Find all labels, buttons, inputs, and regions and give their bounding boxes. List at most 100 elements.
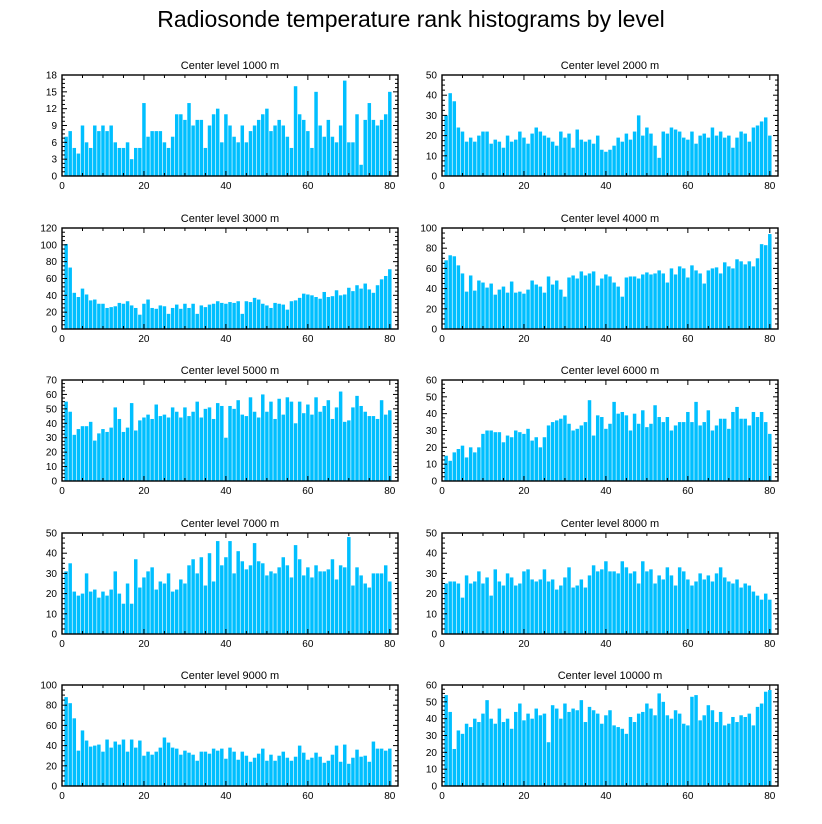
bar — [485, 430, 489, 481]
bar — [731, 716, 735, 786]
y-tick-label: 40 — [426, 549, 438, 560]
bar — [550, 705, 555, 786]
bar — [64, 401, 68, 481]
bar — [375, 125, 380, 176]
bar — [530, 280, 534, 329]
y-tick-label: 30 — [46, 569, 58, 580]
bar — [706, 137, 711, 176]
y-tick-label: 50 — [426, 392, 438, 403]
bar — [244, 142, 249, 176]
x-tick-label: 20 — [518, 181, 530, 192]
bar — [80, 125, 85, 176]
x-tick-label: 40 — [220, 334, 232, 345]
bar — [710, 581, 715, 634]
bar — [134, 147, 138, 176]
panel-title: Center level 4000 m — [561, 213, 659, 225]
bar — [747, 425, 752, 481]
bar — [759, 121, 764, 176]
bar — [690, 265, 694, 329]
bar — [460, 445, 465, 481]
bar — [587, 139, 592, 176]
bar — [653, 145, 657, 176]
bar — [232, 302, 236, 329]
bar — [277, 303, 281, 329]
bar — [497, 141, 502, 176]
bar — [473, 141, 477, 176]
bar — [252, 125, 257, 176]
x-tick-label: 20 — [138, 334, 150, 345]
y-tick-label: 50 — [46, 404, 58, 415]
bar — [649, 569, 653, 634]
bar — [174, 304, 179, 329]
bar — [542, 569, 547, 634]
x-tick-label: 40 — [220, 791, 232, 802]
bar — [567, 567, 571, 634]
bar — [244, 569, 249, 634]
bar — [281, 304, 286, 329]
bar — [755, 706, 760, 786]
bar-group — [64, 697, 392, 786]
bar — [129, 603, 134, 634]
bar — [248, 131, 253, 176]
bar — [456, 449, 461, 481]
bar — [347, 287, 351, 329]
bar — [768, 599, 772, 634]
bar — [731, 268, 735, 329]
bar — [236, 551, 240, 634]
bar — [669, 268, 674, 329]
bar — [600, 569, 604, 634]
bar — [550, 284, 555, 329]
bar — [265, 760, 269, 786]
bar — [261, 563, 265, 634]
bar — [302, 293, 306, 329]
panel-6: Center level 6000 m 0 20 40 60 80 0 10 20 30 40 50 6… — [426, 365, 779, 497]
bar — [759, 411, 764, 481]
bar — [641, 135, 645, 176]
bar — [297, 114, 302, 176]
bar — [673, 425, 678, 481]
y-tick-label: 10 — [46, 609, 58, 620]
bar — [363, 411, 367, 481]
y-tick-label: 30 — [46, 433, 58, 444]
x-tick-label: 40 — [600, 486, 612, 497]
x-tick-label: 0 — [439, 334, 445, 345]
y-tick-label: 12 — [46, 104, 58, 115]
x-tick-label: 80 — [384, 791, 396, 802]
bar — [694, 581, 698, 634]
bar — [199, 417, 204, 481]
bar — [236, 400, 240, 481]
bar — [187, 416, 191, 481]
bar — [68, 411, 72, 481]
bar — [546, 581, 551, 634]
bar — [236, 759, 240, 786]
bar — [624, 415, 629, 481]
bar — [768, 433, 772, 481]
bar — [735, 722, 739, 786]
bar — [162, 142, 167, 176]
bar — [608, 571, 612, 634]
bar — [154, 589, 158, 634]
bar — [591, 710, 596, 786]
x-tick-label: 40 — [220, 486, 232, 497]
bar — [583, 275, 588, 329]
bar — [84, 426, 89, 481]
bar — [142, 417, 146, 481]
bar — [665, 417, 670, 481]
bar — [665, 282, 670, 329]
bar — [359, 405, 363, 481]
bar — [285, 757, 290, 786]
bar — [514, 430, 518, 481]
bar — [97, 131, 101, 176]
bar — [522, 571, 526, 634]
bar — [183, 583, 187, 634]
bar — [269, 131, 273, 176]
x-tick-label: 60 — [682, 181, 694, 192]
bar — [694, 270, 698, 329]
bar — [448, 581, 452, 634]
bar — [265, 411, 269, 481]
bar — [125, 427, 130, 481]
panel-7: Center level 7000 m 0 20 40 60 80 0 10 20 30 40 50 — [46, 518, 399, 650]
bar — [76, 595, 81, 634]
bar — [293, 545, 298, 634]
bar — [195, 313, 199, 329]
